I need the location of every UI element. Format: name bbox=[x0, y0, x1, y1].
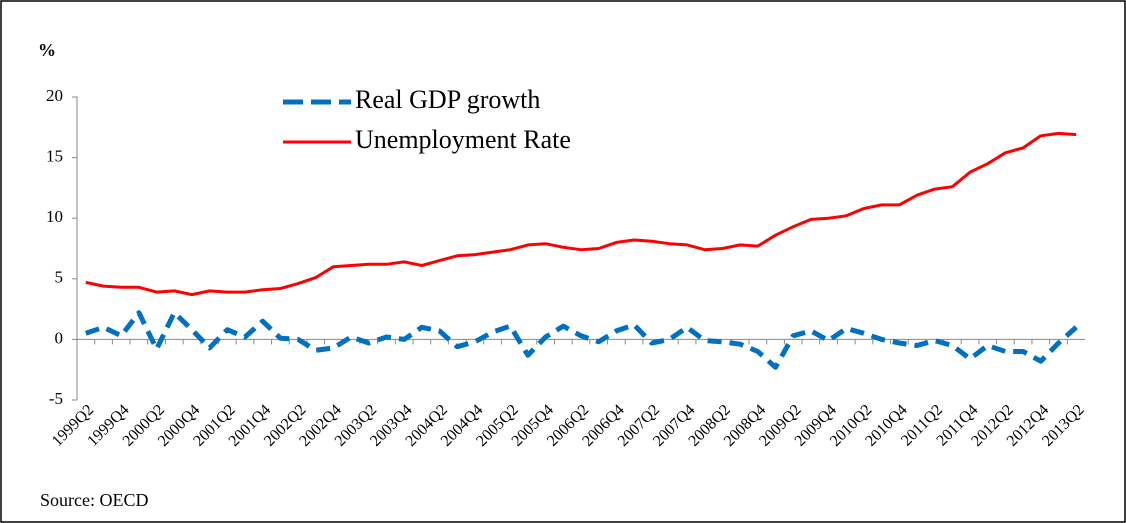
y-tick-label: 0 bbox=[55, 328, 64, 347]
source-note: Source: OECD bbox=[40, 490, 148, 510]
series-line bbox=[84, 310, 1078, 370]
y-tick-label: -5 bbox=[49, 389, 63, 408]
y-tick-label: 20 bbox=[46, 86, 63, 105]
series-line bbox=[85, 131, 1077, 297]
legend-label: Real GDP growth bbox=[355, 85, 540, 114]
y-tick-label: 5 bbox=[55, 268, 64, 287]
y-tick-label: 15 bbox=[46, 147, 63, 166]
y-tick-label: 10 bbox=[46, 207, 63, 226]
y-axis-label: % bbox=[38, 40, 56, 60]
legend-label: Unemployment Rate bbox=[355, 125, 571, 154]
